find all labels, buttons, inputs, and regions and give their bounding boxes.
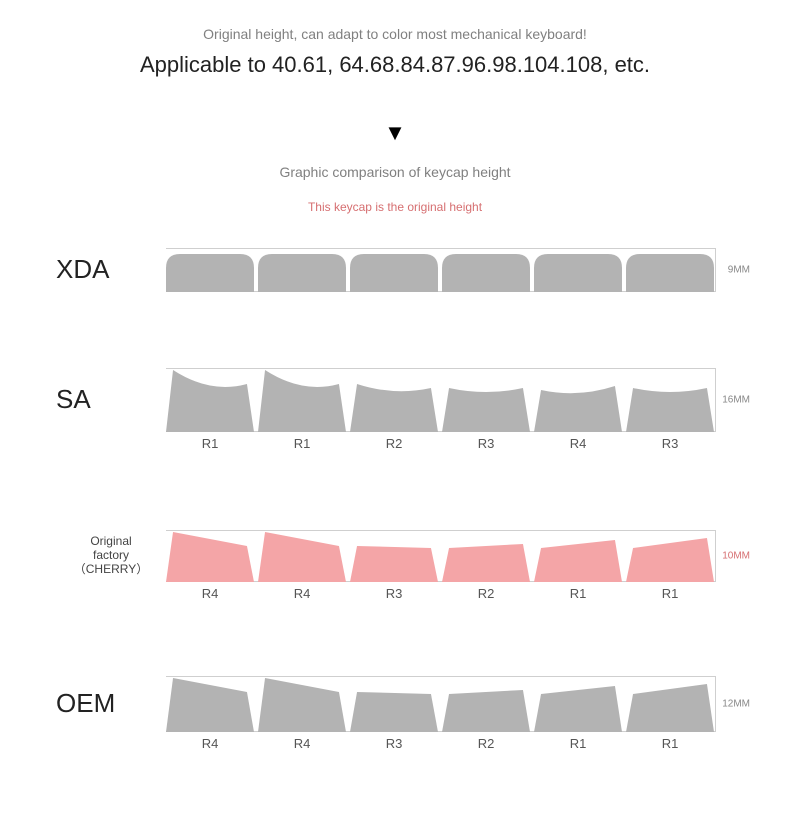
cap-label: R4 (294, 736, 311, 751)
cap-label: R1 (570, 736, 587, 751)
cap-label: R4 (294, 586, 311, 601)
profile-row-xda: XDA9MM (56, 248, 756, 318)
note-text: This keycap is the original height (0, 200, 790, 214)
cap-label: R2 (478, 736, 495, 751)
profile-label-oem: OEM (56, 688, 166, 719)
cap-label: R3 (386, 736, 403, 751)
cap-label: R4 (202, 736, 219, 751)
cap-label: R1 (662, 736, 679, 751)
cap-label: R2 (478, 586, 495, 601)
profile-row-oem: OEM12MMR4R4R3R2R1R1 (56, 676, 756, 758)
cap-label: R2 (386, 436, 403, 451)
height-label-oem: 12MM (722, 699, 750, 710)
cap-label: R3 (386, 586, 403, 601)
profile-label-xda: XDA (56, 254, 166, 285)
profile-row-cherry: Originalfactory（CHERRY）10MMR4R4R3R2R1R1 (56, 530, 756, 608)
height-label-xda: 9MM (728, 265, 750, 276)
profile-label-sa: SA (56, 384, 166, 415)
header-big-text: Applicable to 40.61, 64.68.84.87.96.98.1… (0, 52, 790, 78)
cap-label: R1 (570, 586, 587, 601)
height-label-sa: 16MM (722, 395, 750, 406)
height-label-cherry: 10MM (722, 551, 750, 562)
cap-label: R4 (570, 436, 587, 451)
cap-label: R3 (478, 436, 495, 451)
cap-label: R1 (662, 586, 679, 601)
cap-label: R3 (662, 436, 679, 451)
down-arrow-icon: ▼ (0, 120, 790, 146)
profile-shapes-xda: 9MM (166, 248, 716, 292)
cap-label: R1 (294, 436, 311, 451)
cap-label: R4 (202, 586, 219, 601)
profile-shapes-sa: 16MM (166, 368, 716, 432)
profile-shapes-oem: 12MM (166, 676, 716, 732)
header-small-text: Original height, can adapt to color most… (0, 26, 790, 42)
compare-title-text: Graphic comparison of keycap height (0, 164, 790, 180)
cap-label: R1 (202, 436, 219, 451)
profile-label-cherry: Originalfactory（CHERRY） (56, 534, 166, 576)
profile-row-sa: SA16MMR1R1R2R3R4R3 (56, 368, 756, 458)
profile-shapes-cherry: 10MM (166, 530, 716, 582)
